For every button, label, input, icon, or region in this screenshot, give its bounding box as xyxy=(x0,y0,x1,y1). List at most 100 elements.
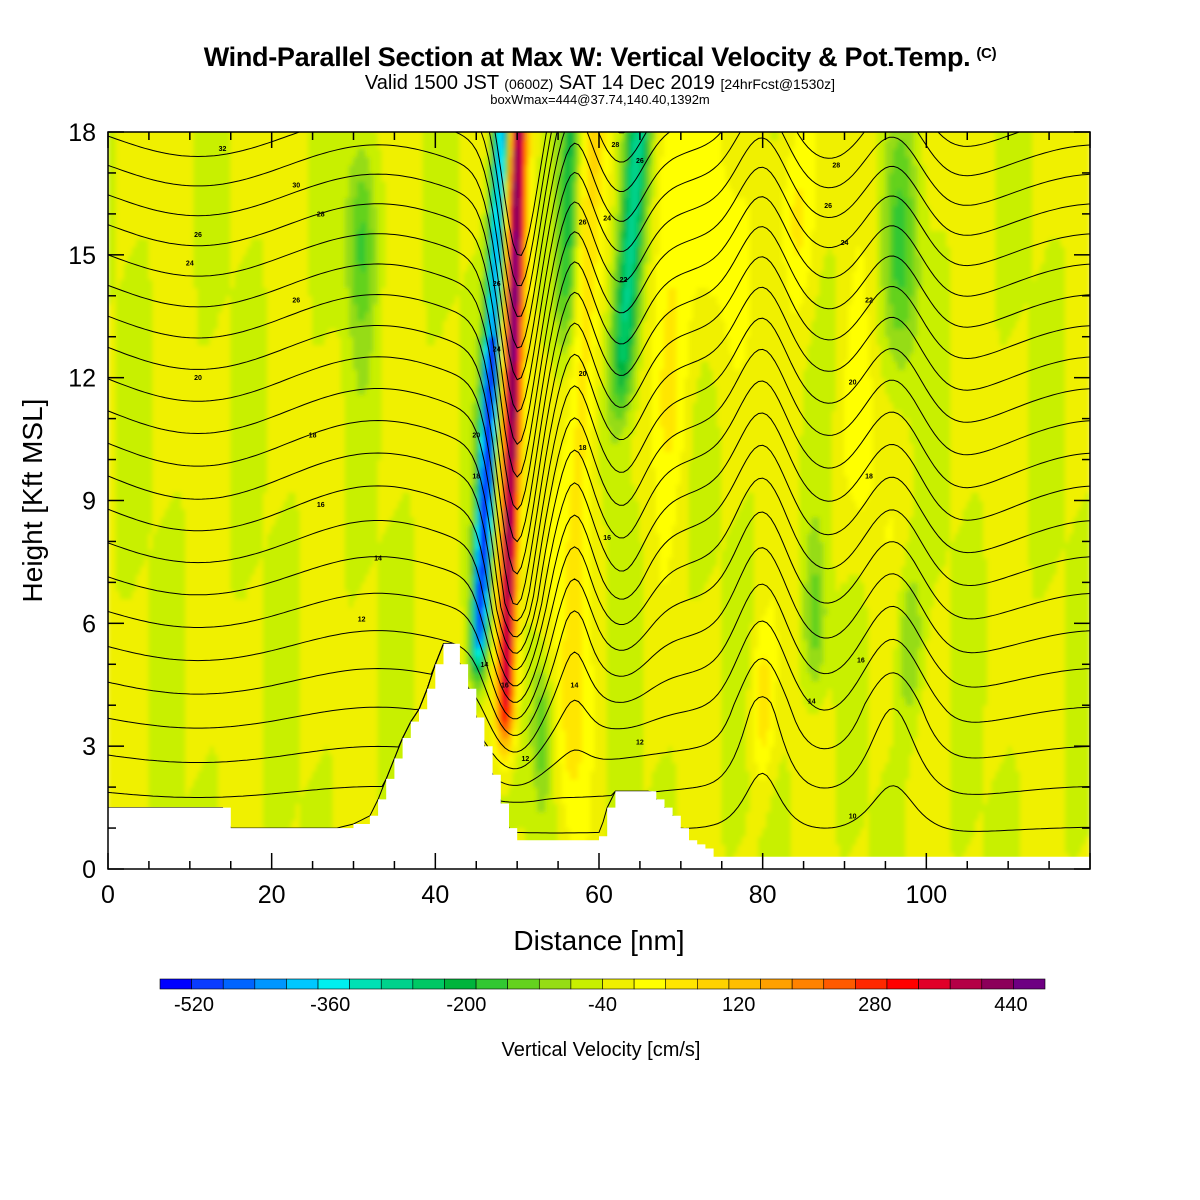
w-cell xyxy=(222,712,228,723)
w-cell xyxy=(291,663,297,673)
w-cell xyxy=(230,303,236,313)
w-cell xyxy=(201,418,207,428)
w-cell xyxy=(258,426,264,436)
w-cell xyxy=(193,540,199,551)
w-cell xyxy=(205,237,211,248)
w-cell xyxy=(275,565,281,575)
w-cell xyxy=(258,467,264,477)
w-cell xyxy=(246,467,252,477)
w-cell xyxy=(152,483,158,493)
w-cell xyxy=(271,655,277,665)
w-cell xyxy=(148,229,154,239)
w-cell xyxy=(222,172,228,182)
w-cell xyxy=(230,368,236,379)
w-cell xyxy=(156,565,162,575)
w-cell xyxy=(148,745,154,755)
w-cell xyxy=(271,303,277,313)
w-cell xyxy=(168,352,174,362)
w-cell xyxy=(140,229,146,239)
w-cell xyxy=(226,156,232,166)
w-cell xyxy=(205,786,211,796)
w-cell xyxy=(193,336,199,346)
w-cell xyxy=(132,704,138,714)
w-cell xyxy=(271,172,277,182)
w-cell xyxy=(279,671,285,682)
w-cell xyxy=(295,712,301,723)
w-cell xyxy=(168,598,174,608)
w-cell xyxy=(222,295,228,305)
w-cell xyxy=(189,401,195,411)
w-cell xyxy=(132,598,138,608)
w-cell xyxy=(275,377,281,387)
w-cell xyxy=(287,475,293,485)
w-cell xyxy=(160,246,166,256)
w-cell xyxy=(271,794,277,804)
w-cell xyxy=(254,467,260,477)
w-cell xyxy=(230,352,236,362)
w-cell xyxy=(119,557,125,567)
w-cell xyxy=(185,786,191,796)
w-cell xyxy=(246,442,252,452)
w-cell xyxy=(111,164,117,174)
w-cell xyxy=(160,344,166,354)
w-cell xyxy=(234,409,240,420)
w-cell xyxy=(140,565,146,575)
w-cell xyxy=(250,434,256,444)
w-cell xyxy=(177,434,183,444)
w-cell xyxy=(226,745,232,755)
w-cell xyxy=(295,360,301,370)
w-cell xyxy=(250,254,256,264)
w-cell xyxy=(115,491,121,501)
w-cell xyxy=(226,802,232,813)
w-cell xyxy=(254,164,260,174)
w-cell xyxy=(185,434,191,444)
w-cell xyxy=(283,278,289,289)
w-cell xyxy=(234,360,240,370)
w-cell xyxy=(140,139,146,149)
w-cell xyxy=(108,132,113,141)
w-cell xyxy=(271,770,277,780)
w-cell xyxy=(262,631,269,641)
w-cell xyxy=(246,762,252,772)
w-cell xyxy=(193,745,199,755)
w-cell xyxy=(108,409,113,420)
w-cell xyxy=(295,180,301,190)
w-cell xyxy=(246,156,252,166)
w-cell xyxy=(283,565,289,575)
w-cell xyxy=(197,164,203,174)
w-cell xyxy=(234,336,240,346)
w-cell xyxy=(217,368,224,379)
w-cell xyxy=(234,287,240,297)
w-cell xyxy=(177,368,183,379)
w-cell xyxy=(164,385,170,395)
w-cell xyxy=(262,328,269,338)
w-cell xyxy=(181,794,187,804)
w-cell xyxy=(238,401,244,411)
w-cell xyxy=(250,409,256,420)
w-cell xyxy=(217,188,224,199)
w-cell xyxy=(242,418,248,428)
w-cell xyxy=(148,565,154,575)
w-cell xyxy=(279,770,285,780)
w-cell xyxy=(217,180,224,190)
w-cell xyxy=(144,606,150,616)
w-cell xyxy=(164,409,170,420)
w-cell xyxy=(246,352,252,362)
w-cell xyxy=(136,606,142,616)
w-cell xyxy=(111,532,117,542)
w-cell xyxy=(189,753,195,764)
w-cell xyxy=(136,344,142,354)
w-cell xyxy=(275,180,281,190)
w-cell xyxy=(213,344,219,354)
w-cell xyxy=(144,467,150,477)
w-cell xyxy=(242,180,248,190)
w-cell xyxy=(295,270,301,280)
w-cell xyxy=(230,229,236,239)
w-cell xyxy=(127,278,134,289)
w-cell xyxy=(283,606,289,616)
w-cell xyxy=(177,147,183,158)
w-cell xyxy=(172,680,179,690)
w-cell xyxy=(287,401,293,411)
w-cell xyxy=(267,442,273,452)
w-cell xyxy=(222,532,228,542)
